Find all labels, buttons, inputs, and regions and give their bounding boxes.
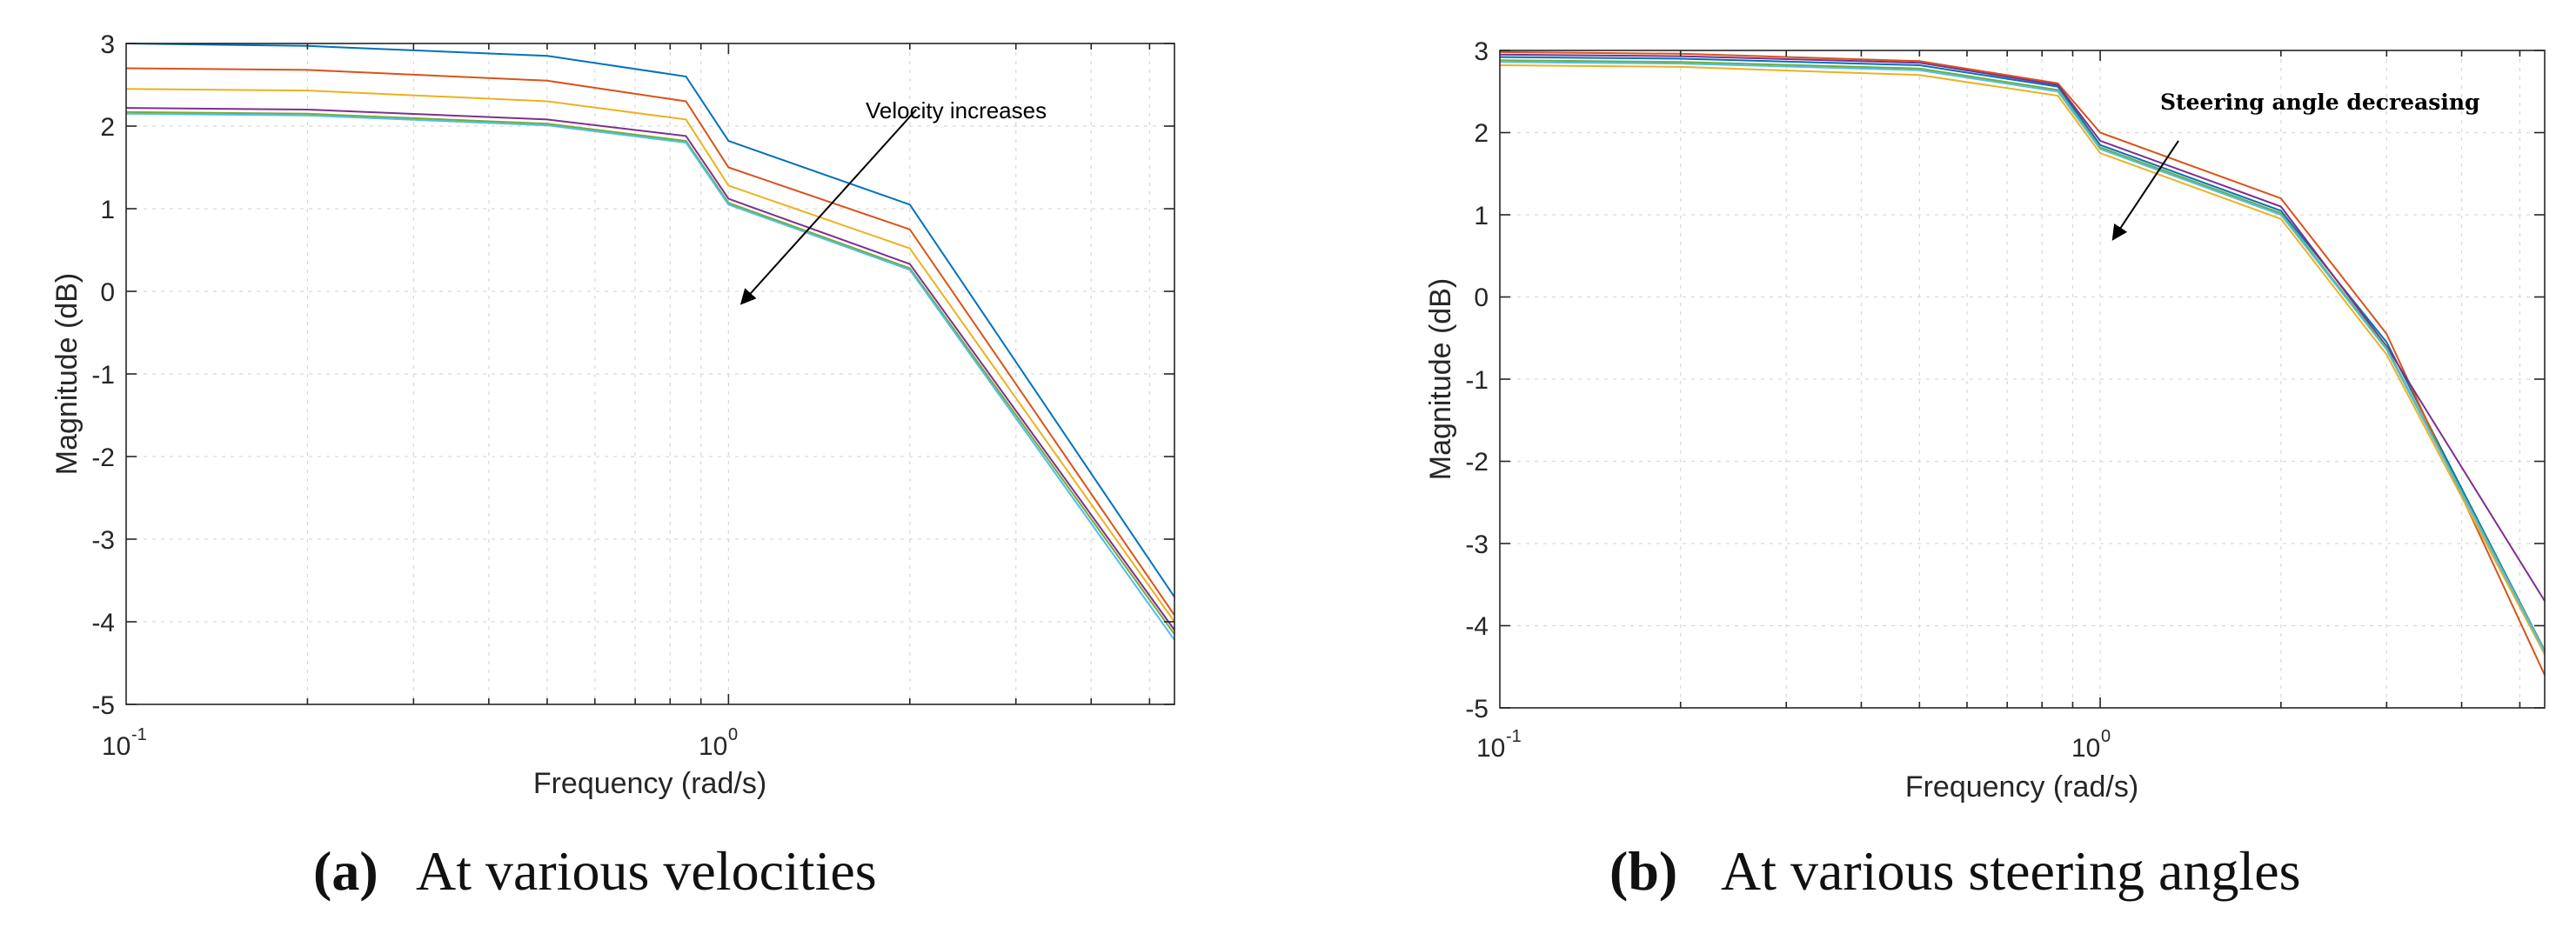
panel-b-caption: (b) At various steering angles: [1609, 840, 2301, 902]
panel-b-x-tick-label-1: 10: [2071, 734, 2100, 763]
panel-a-x-tick-labels: 10 -1 10 0: [102, 725, 738, 761]
panel-b-y-tick-label: -3: [1465, 530, 1489, 559]
panel-a-caption: (a) At various velocities: [313, 840, 877, 902]
panel-b-annotation-text: Steering angle decreasing: [2160, 90, 2480, 115]
panel-b-grid: [1500, 50, 2545, 708]
panel-a-x-tick-exponent-0p1: -1: [131, 725, 147, 744]
panel-a-x-axis-label: Frequency (rad/s): [533, 767, 766, 800]
panel-b-series-6-line: [1499, 61, 2546, 653]
panel-a-annotation-arrow: [739, 109, 917, 305]
panel-a-y-tick-label: 3: [100, 30, 115, 59]
panel-a-series-2-line: [125, 67, 1175, 616]
panel-b-x-tick-exponent-0p1: -1: [1506, 727, 1522, 746]
panel-b-y-tick-label: 2: [1474, 119, 1489, 148]
panel-a-y-tick-labels: 3 2 1 0 -1 -2 -3 -4 -5: [91, 30, 115, 720]
panel-a-series-4-line: [125, 107, 1175, 631]
panel-a-y-tick-label: -4: [91, 609, 115, 637]
panel-a-y-tick-label: 0: [100, 278, 115, 307]
panel-a-y-tick-label: 2: [100, 113, 115, 142]
panel-a-y-tick-label: -3: [91, 526, 115, 555]
panel-a-series-6-line: [125, 112, 1175, 641]
panel-a-x-tick-exponent-1: 0: [728, 725, 738, 744]
panel-a-caption-text: At various velocities: [416, 840, 877, 902]
panel-b-series-2-line: [1499, 50, 2546, 676]
panel-a-series-3-line: [125, 88, 1175, 623]
panel-a-y-tick-label: 1: [100, 196, 115, 224]
panel-a-x-tick-label-0p1: 10: [102, 732, 130, 761]
panel-a-annotation-text: Velocity increases: [866, 97, 1047, 123]
panel-a-grid: [126, 43, 1174, 704]
panel-b-x-tick-exponent-1: 0: [2101, 727, 2111, 746]
panel-b-y-tick-label: -5: [1465, 695, 1489, 724]
panel-b-y-tick-label: -2: [1465, 448, 1489, 477]
panel-a-y-tick-label: -1: [91, 361, 115, 390]
panel-a-ticks: [126, 43, 1174, 705]
panel-b-y-tick-label: 1: [1474, 202, 1489, 230]
panel-b-y-tick-label: 3: [1474, 37, 1489, 66]
panel-a-y-tick-label: -2: [91, 443, 115, 472]
panel-b-y-axis-label: Magnitude (dB): [1424, 278, 1457, 480]
panel-a-x-tick-label-1: 10: [699, 732, 727, 761]
panel-b-x-tick-labels: 10 -1 10 0: [1476, 727, 2111, 763]
panel-b-series-1-line: [1499, 56, 2546, 651]
panel-b-series-3-line: [1499, 64, 2546, 656]
panel-b-y-tick-labels: 3 2 1 0 -1 -2 -3 -4 -5: [1465, 37, 1489, 724]
panel-b-caption-letter: (b): [1609, 840, 1677, 902]
panel-a-y-tick-label: -5: [91, 691, 115, 720]
panel-b-x-axis-label: Frequency (rad/s): [1905, 770, 2138, 804]
panel-a-chart: 3 2 1 0 -1 -2 -3 -4 -5 10 -1 10 0 Freque…: [50, 30, 1175, 902]
panel-b-caption-text: At various steering angles: [1721, 840, 2301, 902]
panel-a-caption-letter: (a): [313, 840, 378, 902]
panel-b-y-tick-label: -4: [1465, 612, 1489, 641]
panel-b-annotation-arrow: [2111, 140, 2179, 241]
panel-a-series-5-line: [125, 110, 1175, 635]
panel-b-series-group: [1499, 50, 2546, 676]
panel-b-series-4-line: [1499, 53, 2546, 602]
panel-b-chart: 3 2 1 0 -1 -2 -3 -4 -5 10 -1 10 0 Freque…: [1424, 37, 2546, 902]
panel-b-y-tick-label: 0: [1474, 283, 1489, 312]
panel-a-series-group: [125, 43, 1175, 641]
panel-b-series-5-line: [1499, 59, 2546, 651]
panel-a-y-axis-label: Magnitude (dB): [50, 273, 84, 475]
panel-b-ticks: [1500, 50, 2545, 709]
panel-b-y-tick-label: -1: [1465, 366, 1489, 395]
panel-b-x-tick-label-0p1: 10: [1476, 734, 1505, 763]
